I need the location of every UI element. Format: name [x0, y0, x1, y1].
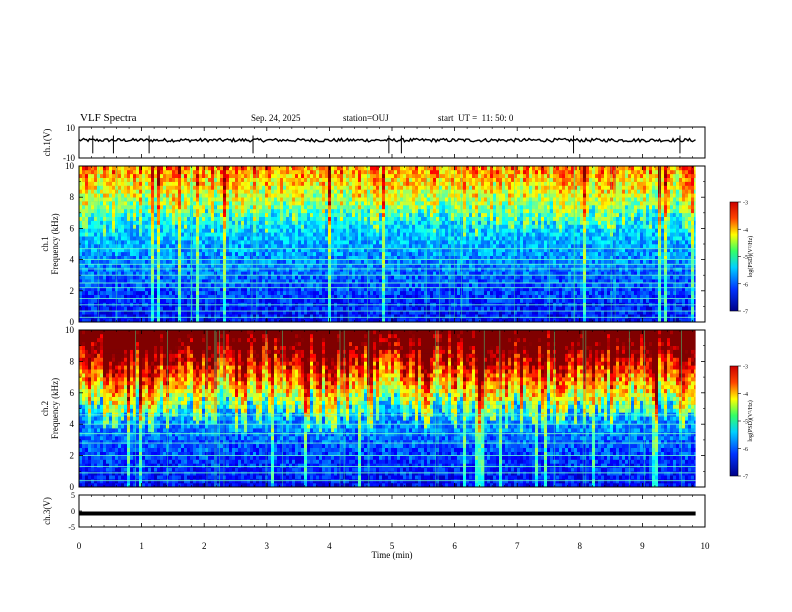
- ch1-ytick: -10: [63, 153, 75, 163]
- colorbar-tick-label: -3: [743, 201, 748, 207]
- spec-ytick-label: 0: [70, 482, 75, 492]
- colorbar-tick-label: -7: [743, 475, 748, 481]
- date-label: Sep. 24, 2025: [251, 113, 301, 123]
- x-tick-label: 0: [77, 541, 82, 551]
- spec-channel-label: ch.2: [40, 401, 50, 416]
- spec-cells: [79, 330, 698, 488]
- spec-channel-label: ch.1: [40, 236, 50, 251]
- x-tick-label: 6: [452, 541, 457, 551]
- x-tick-label: 9: [640, 541, 645, 551]
- spec-ytick-label: 8: [70, 356, 75, 366]
- spec-ytick-label: 10: [65, 325, 75, 335]
- colorbar-tick-label: -5: [743, 420, 748, 426]
- x-tick-label: 2: [202, 541, 207, 551]
- x-tick-label: 8: [578, 541, 583, 551]
- spec-ytick-label: 10: [65, 161, 75, 171]
- ch1-trace: [78, 137, 696, 144]
- colorbar-tick-label: -4: [743, 392, 748, 398]
- colorbar-tick-label: -4: [743, 228, 748, 234]
- colorbar: [729, 365, 739, 477]
- spec-ytick-label: 4: [70, 255, 75, 265]
- x-tick-label: 5: [390, 541, 395, 551]
- chart-title: VLF Spectra: [80, 112, 137, 124]
- start-time-label: start UT = 11: 50: 0: [438, 113, 514, 123]
- spec-ytick-label: 8: [70, 192, 75, 202]
- station-label: station=OUJ: [343, 113, 389, 123]
- x-tick-label: 10: [701, 541, 711, 551]
- spec-ylabel: Frequency (kHz): [50, 378, 60, 439]
- spec-ytick-label: 6: [70, 223, 75, 233]
- colorbar-tick-label: -5: [743, 255, 748, 261]
- ch3-ylabel: ch.3(V): [42, 497, 52, 525]
- spec-ytick-label: 2: [70, 286, 75, 296]
- x-tick-label: 7: [515, 541, 520, 551]
- colorbar-tick-label: -6: [743, 282, 748, 288]
- spec-ytick-label: 4: [70, 419, 75, 429]
- spec-empty-area: [695, 330, 705, 487]
- x-tick-label: 3: [265, 541, 270, 551]
- spec-ytick-label: 2: [70, 451, 75, 461]
- colorbar: [729, 201, 739, 312]
- colorbar-tick-label: -7: [743, 310, 748, 316]
- spec-empty-area: [695, 166, 705, 322]
- x-axis-label: Time (min): [372, 550, 413, 560]
- ch1-frame: [78, 126, 706, 159]
- colorbar-tick-label: -3: [743, 365, 748, 371]
- colorbar-tick-label: -6: [743, 447, 748, 453]
- ch3-ytick-label: -5: [68, 523, 75, 532]
- ch3-ytick-label: 5: [71, 491, 75, 500]
- x-tick-label: 4: [327, 541, 332, 551]
- ch3-frame: [78, 494, 706, 528]
- ch3-ytick-label: 0: [71, 507, 75, 516]
- spec-ytick-label: 0: [70, 317, 75, 327]
- x-tick-label: 1: [139, 541, 144, 551]
- colorbar-label: log(PSD)(V²/Hz): [747, 236, 754, 277]
- ch1-ytick: 10: [66, 123, 76, 133]
- colorbar-label: log(PSD)(V²/Hz): [747, 400, 754, 441]
- ch1-ylabel: ch.1(V): [42, 129, 52, 157]
- spec-ylabel: Frequency (kHz): [50, 213, 60, 274]
- spec-ytick-label: 6: [70, 388, 75, 398]
